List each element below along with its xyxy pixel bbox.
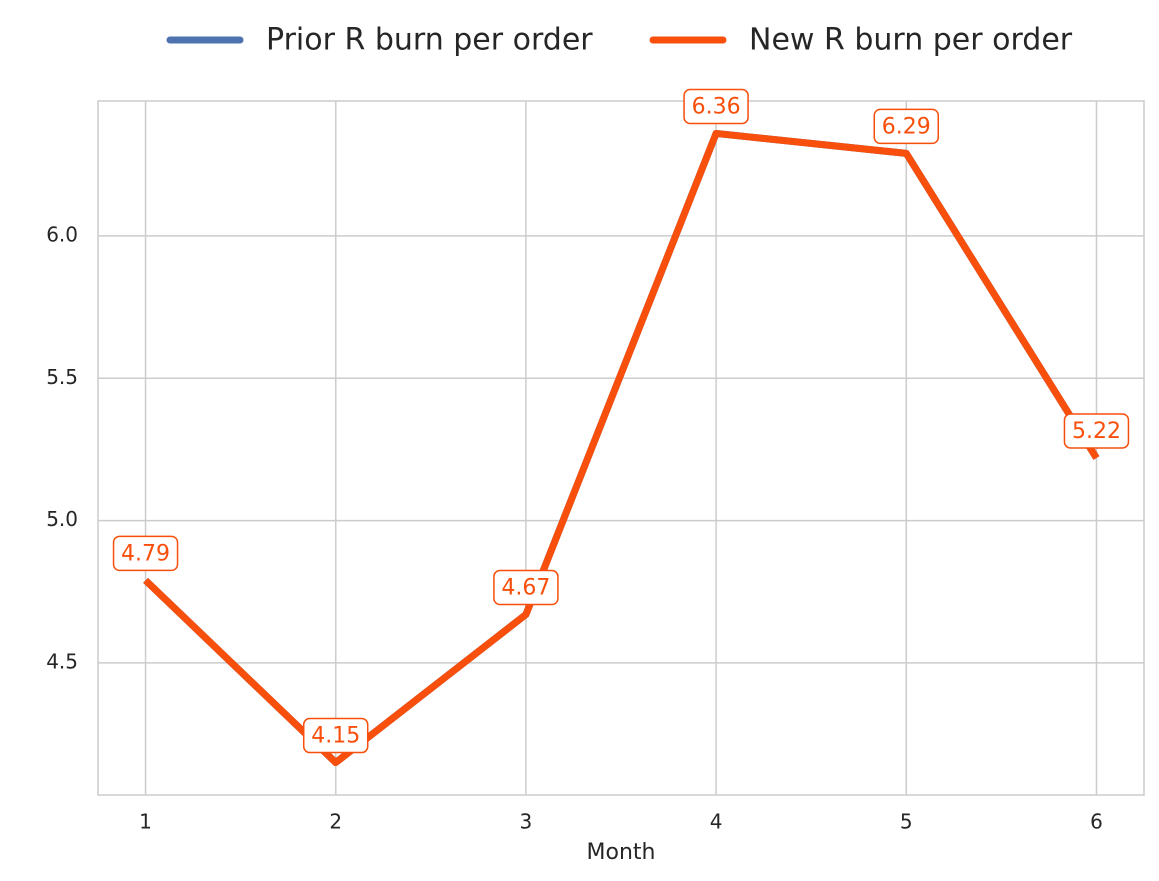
x-tick-label: 5 xyxy=(900,810,913,834)
data-label-box xyxy=(873,108,940,145)
data-label: 6.29 xyxy=(882,114,931,139)
data-label: 4.79 xyxy=(121,541,170,566)
data-label: 5.22 xyxy=(1072,419,1121,444)
data-label: 4.15 xyxy=(311,724,360,749)
data-label-box xyxy=(683,88,749,125)
y-tick-label: 4.5 xyxy=(46,649,78,673)
x-tick-label: 3 xyxy=(520,810,533,834)
x-tick-label: 2 xyxy=(329,810,342,834)
data-label: 6.36 xyxy=(692,94,741,119)
data-label-box xyxy=(493,569,559,606)
y-tick-label: 6.0 xyxy=(46,222,78,246)
data-label-box xyxy=(302,717,369,754)
legend-label: Prior R burn per order xyxy=(266,23,593,58)
x-tick-label: 4 xyxy=(710,810,723,834)
x-axis-label: Month xyxy=(587,840,656,865)
data-label: 4.67 xyxy=(501,576,550,601)
data-label-box xyxy=(112,535,179,572)
y-tick-label: 5.0 xyxy=(46,507,78,531)
y-tick-label: 5.5 xyxy=(46,365,78,389)
data-label-box xyxy=(1063,413,1130,449)
plot-area xyxy=(97,100,1145,796)
x-tick-label: 1 xyxy=(139,810,152,834)
legend-label: New R burn per order xyxy=(749,23,1073,58)
x-tick-label: 6 xyxy=(1090,810,1103,834)
